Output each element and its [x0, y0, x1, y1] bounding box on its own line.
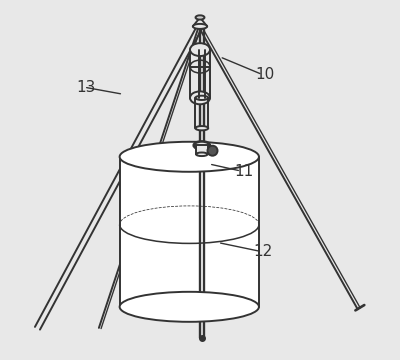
Circle shape [208, 146, 218, 156]
FancyBboxPatch shape [120, 157, 259, 307]
Ellipse shape [190, 43, 210, 56]
Ellipse shape [120, 142, 259, 172]
Text: 13: 13 [77, 80, 96, 95]
Ellipse shape [196, 153, 208, 156]
Ellipse shape [195, 126, 208, 130]
Ellipse shape [120, 292, 259, 322]
Ellipse shape [190, 91, 210, 104]
Ellipse shape [195, 96, 208, 100]
Ellipse shape [194, 141, 210, 149]
Text: 12: 12 [254, 244, 273, 259]
Ellipse shape [196, 15, 204, 19]
Text: 10: 10 [255, 67, 275, 82]
FancyBboxPatch shape [190, 50, 210, 98]
Text: 11: 11 [234, 163, 253, 179]
Ellipse shape [193, 24, 207, 29]
FancyBboxPatch shape [196, 145, 208, 154]
